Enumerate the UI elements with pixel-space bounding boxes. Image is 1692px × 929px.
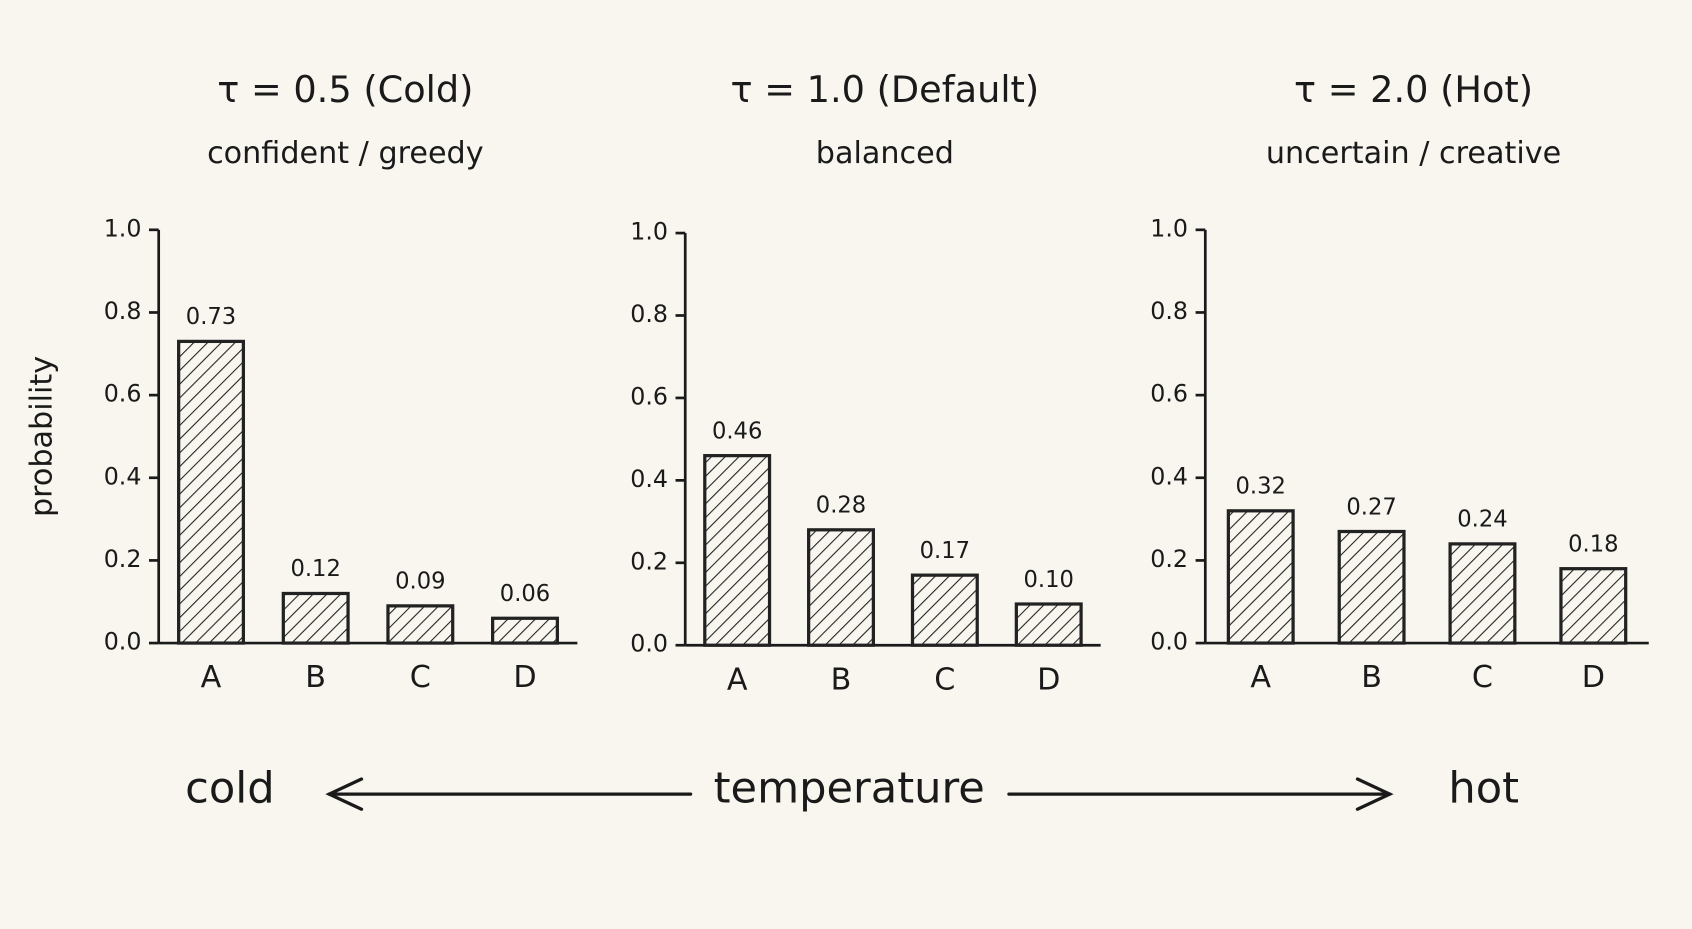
bar: [1226, 509, 1295, 645]
chart-subtitle: confident / greedy: [207, 136, 484, 171]
y-tick-label: 0.6: [1150, 380, 1188, 408]
bar: [491, 616, 559, 645]
chart-title: τ = 2.0 (Hot): [1294, 68, 1533, 111]
bar: [1337, 529, 1406, 645]
bar: [281, 591, 350, 645]
value-label: 0.17: [920, 538, 970, 564]
x-tick-label: D: [1037, 662, 1060, 697]
y-tick-label: 0.8: [104, 297, 142, 325]
y-tick-label: 0.2: [1150, 545, 1188, 573]
value-label: 0.18: [1568, 531, 1618, 557]
temperature-arrows: [325, 777, 1394, 811]
bar: [703, 454, 772, 647]
x-tick-label: C: [1472, 660, 1493, 695]
y-tick-label: 1.0: [104, 214, 142, 242]
value-label: 0.12: [290, 556, 340, 582]
x-tick-label: C: [410, 660, 431, 695]
y-tick-label: 0.4: [630, 465, 668, 493]
bar: [807, 528, 875, 647]
value-label: 0.46: [712, 418, 762, 444]
y-tick-label: 0.0: [104, 628, 142, 656]
x-tick-label: A: [201, 660, 222, 695]
x-tick-label: D: [1582, 660, 1605, 695]
y-tick-label: 0.8: [630, 300, 668, 328]
value-label: 0.06: [500, 581, 550, 607]
y-tick-label: 0.4: [1150, 462, 1188, 490]
value-label: 0.32: [1236, 474, 1286, 500]
y-tick-label: 0.8: [1150, 297, 1188, 325]
hot-label: hot: [1448, 763, 1519, 813]
value-label: 0.24: [1457, 507, 1507, 533]
value-label: 0.10: [1024, 567, 1074, 593]
value-label: 0.27: [1346, 494, 1396, 520]
chart-subtitle: balanced: [816, 136, 954, 171]
y-axis-label: probability: [25, 356, 60, 517]
chart-title: τ = 0.5 (Cold): [217, 68, 473, 111]
y-tick-label: 0.2: [104, 545, 142, 573]
chart-title: τ = 1.0 (Default): [730, 68, 1039, 111]
bar: [1014, 602, 1083, 647]
bar: [910, 573, 979, 647]
x-tick-label: B: [831, 662, 852, 697]
bar: [1448, 542, 1517, 645]
value-label: 0.28: [816, 493, 866, 519]
y-tick-label: 0.0: [1150, 628, 1188, 656]
bar: [386, 604, 455, 645]
temperature-label: temperature: [714, 763, 985, 813]
y-tick-label: 0.6: [104, 380, 142, 408]
bar: [1559, 567, 1628, 645]
x-tick-label: C: [934, 662, 955, 697]
y-tick-label: 1.0: [630, 218, 668, 246]
y-tick-label: 1.0: [1150, 214, 1188, 242]
cold-label: cold: [185, 763, 274, 813]
x-tick-label: B: [1361, 660, 1382, 695]
y-tick-label: 0.4: [104, 462, 142, 490]
bar: [177, 339, 246, 645]
x-tick-label: D: [513, 660, 536, 695]
chart-subtitle: uncertain / creative: [1266, 136, 1561, 171]
value-label: 0.09: [395, 569, 445, 595]
y-tick-label: 0.2: [630, 547, 668, 575]
x-tick-label: A: [1250, 660, 1271, 695]
y-tick-label: 0.6: [630, 382, 668, 410]
y-tick-label: 0.0: [630, 630, 668, 658]
x-tick-label: A: [727, 662, 748, 697]
x-tick-label: B: [305, 660, 326, 695]
value-label: 0.73: [186, 304, 236, 330]
